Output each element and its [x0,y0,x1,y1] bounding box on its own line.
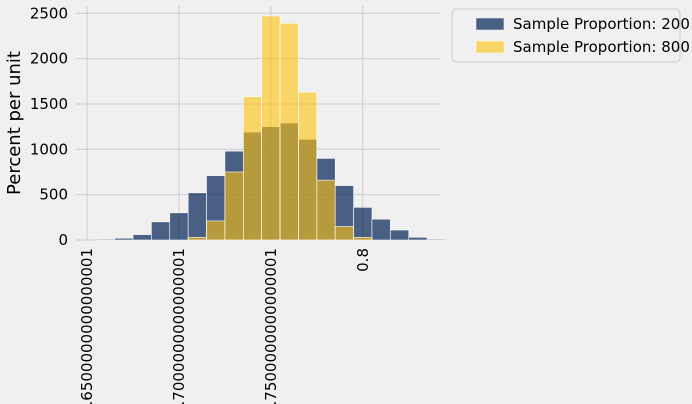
bar-s0-bin-1 [114,237,134,241]
bar-s0-bin-3 [151,221,171,241]
bar-s1-bin-8 [242,96,262,241]
y-tick-label-3: 1500 [30,95,68,113]
bar-s1-bin-12 [316,179,336,241]
bar-s0-bin-4 [169,212,189,241]
legend-swatch-200 [475,17,505,31]
legend-label-800: Sample Proportion: 800 [513,38,690,56]
bar-s1-bin-10 [279,22,299,241]
y-tick-label-4: 2000 [30,50,68,68]
legend-box [451,8,681,63]
y-tick-label-2: 1000 [30,140,68,158]
legend: Sample Proportion: 200 Sample Proportion… [451,8,690,63]
x-tick-label-0: 0.6500000000000001 [78,248,96,404]
bar-s0-bin-0 [95,238,115,241]
x-tick-label-3: 0.8 [354,248,372,272]
y-tick-label-0: 0 [58,231,68,249]
bar-s0-bin-17 [408,236,428,241]
bar-s0-bin-15 [371,218,391,241]
bar-s0-bin-2 [132,234,152,241]
legend-swatch-800 [475,40,505,54]
bar-s1-bin-6 [206,220,226,241]
bar-s1-bin-14 [353,236,373,241]
bars-layer [95,15,446,241]
bar-s1-bin-11 [298,91,318,241]
x-tick-label-1: 0.7000000000000001 [170,248,188,404]
bar-s0-bin-5 [187,192,207,241]
bar-s0-bin-18 [426,238,446,241]
x-tick-label-2: 0.7500000000000001 [262,248,280,404]
bar-s1-bin-5 [187,236,207,241]
bar-s0-bin-14 [353,207,373,241]
bar-s1-bin-7 [224,171,244,241]
y-tick-label-1: 500 [39,186,68,204]
y-tick-label-5: 2500 [30,4,68,22]
bar-s1-bin-9 [261,15,281,241]
axis-layer: 0 500 1000 1500 2000 2500 0.6500000000000001 0.… [30,4,372,404]
bar-s0-bin-16 [390,229,410,241]
y-axis-label: Percent per unit [4,51,25,195]
legend-label-200: Sample Proportion: 200 [513,15,690,33]
bar-s1-bin-13 [334,226,354,241]
